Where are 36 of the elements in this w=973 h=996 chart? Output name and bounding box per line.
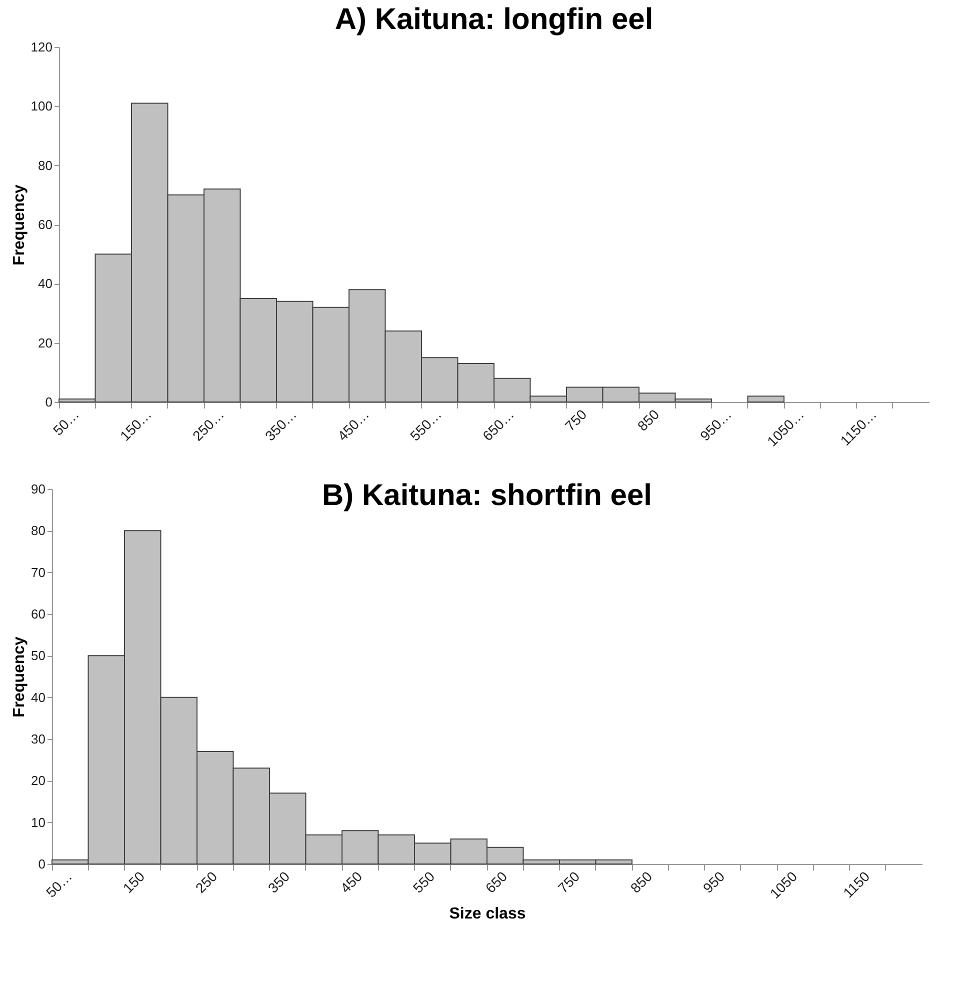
x-tick-label: 250 (192, 868, 220, 896)
y-tick-label: 70 (31, 564, 46, 580)
x-tick-label: 950 (700, 868, 728, 896)
x-tick-label: 350 (264, 868, 293, 896)
y-axis-title: Frequency (10, 184, 28, 266)
x-tick-label: 850 (634, 406, 662, 434)
x-tick-label: 150 (120, 868, 148, 896)
bar (747, 396, 784, 402)
x-axis-title: Size class (449, 905, 526, 922)
y-tick-label: 40 (31, 690, 46, 705)
y-axis-title: Frequency (11, 636, 28, 718)
x-tick-label: 750 (554, 868, 583, 896)
x-tick-label: 750 (562, 406, 590, 434)
y-tick-label: 60 (31, 606, 46, 622)
y-tick-label: 80 (31, 523, 46, 538)
x-tick-label: 550 (410, 868, 438, 896)
y-tick-label: 20 (31, 773, 46, 788)
x-tick-label: 450 (337, 868, 366, 896)
y-tick-label: 80 (38, 158, 52, 173)
x-tick-label: 50… (42, 868, 76, 900)
y-tick-label: 120 (30, 40, 52, 54)
y-tick-label: 20 (38, 335, 52, 350)
y-tick-label: 40 (38, 276, 52, 292)
x-tick-label: 650 (482, 868, 510, 896)
y-tick-label: 0 (45, 394, 52, 410)
chart-title: A) Kaituna: longfin eel (334, 3, 654, 36)
y-tick-label: 90 (31, 482, 46, 496)
y-tick-label: 0 (38, 856, 46, 872)
x-tick-label: 50… (50, 406, 82, 438)
chart-title: B) Kaituna: shortfin eel (322, 479, 652, 512)
x-tick-label: 850 (627, 868, 656, 896)
y-tick-label: 60 (38, 217, 52, 232)
y-tick-label: 30 (31, 732, 46, 746)
y-tick-label: 100 (30, 98, 52, 114)
y-tick-label: 50 (31, 648, 46, 664)
y-tick-label: 10 (31, 814, 46, 830)
